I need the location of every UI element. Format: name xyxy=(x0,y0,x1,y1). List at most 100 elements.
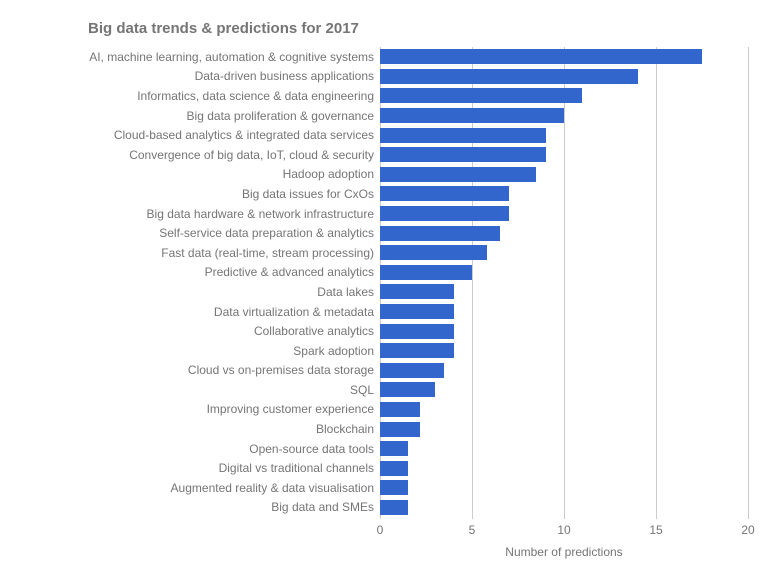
y-axis-label: Big data proliferation & governance xyxy=(18,109,380,123)
chart-row: Convergence of big data, IoT, cloud & se… xyxy=(18,145,748,165)
bar-track xyxy=(380,400,748,420)
chart-row: Cloud vs on-premises data storage xyxy=(18,361,748,381)
bar-track xyxy=(380,165,748,185)
chart-row: Big data and SMEs xyxy=(18,498,748,518)
bar xyxy=(380,245,487,260)
bar-track xyxy=(380,243,748,263)
bar xyxy=(380,461,408,476)
y-axis-label: Big data hardware & network infrastructu… xyxy=(18,207,380,221)
y-axis-label: Data lakes xyxy=(18,285,380,299)
y-axis-label: Collaborative analytics xyxy=(18,324,380,338)
y-axis-label: Data virtualization & metadata xyxy=(18,305,380,319)
bar xyxy=(380,186,509,201)
chart-row: Hadoop adoption xyxy=(18,165,748,185)
chart-row: Data lakes xyxy=(18,282,748,302)
y-axis-label: Convergence of big data, IoT, cloud & se… xyxy=(18,148,380,162)
y-axis-label: Hadoop adoption xyxy=(18,167,380,181)
bar-track xyxy=(380,361,748,381)
y-axis-label: Big data and SMEs xyxy=(18,500,380,514)
chart-row: Fast data (real-time, stream processing) xyxy=(18,243,748,263)
chart-row: Blockchain xyxy=(18,419,748,439)
x-axis-ticks: 05101520 xyxy=(380,523,748,541)
bar xyxy=(380,402,420,417)
chart-row: AI, machine learning, automation & cogni… xyxy=(18,47,748,67)
bar xyxy=(380,324,454,339)
chart-row: Augmented reality & data visualisation xyxy=(18,478,748,498)
bar-track xyxy=(380,184,748,204)
chart-row: Collaborative analytics xyxy=(18,321,748,341)
bar-track xyxy=(380,204,748,224)
bar xyxy=(380,226,500,241)
y-axis-label: Data-driven business applications xyxy=(18,69,380,83)
bar-track xyxy=(380,106,748,126)
chart-row: Informatics, data science & data enginee… xyxy=(18,86,748,106)
y-axis-label: AI, machine learning, automation & cogni… xyxy=(18,50,380,64)
x-tick-label: 15 xyxy=(649,523,662,537)
gridline xyxy=(748,47,749,519)
bar xyxy=(380,441,408,456)
y-axis-label: Fast data (real-time, stream processing) xyxy=(18,246,380,260)
bar-track xyxy=(380,67,748,87)
chart-row: Big data proliferation & governance xyxy=(18,106,748,126)
chart-title: Big data trends & predictions for 2017 xyxy=(88,20,752,37)
bar-track xyxy=(380,302,748,322)
y-axis-label: SQL xyxy=(18,383,380,397)
bar-track xyxy=(380,419,748,439)
chart-row: Improving customer experience xyxy=(18,400,748,420)
chart-row: Digital vs traditional channels xyxy=(18,458,748,478)
y-axis-label: Self-service data preparation & analytic… xyxy=(18,226,380,240)
bar-track xyxy=(380,223,748,243)
bar xyxy=(380,206,509,221)
bar xyxy=(380,69,638,84)
bar xyxy=(380,422,420,437)
chart-row: Predictive & advanced analytics xyxy=(18,263,748,283)
bar xyxy=(380,304,454,319)
y-axis-label: Spark adoption xyxy=(18,344,380,358)
bar xyxy=(380,500,408,515)
y-axis-label: Cloud-based analytics & integrated data … xyxy=(18,128,380,142)
bar xyxy=(380,49,702,64)
bar xyxy=(380,363,444,378)
bar xyxy=(380,128,546,143)
bar-track xyxy=(380,321,748,341)
bar-track xyxy=(380,263,748,283)
y-axis-label: Improving customer experience xyxy=(18,402,380,416)
bar-track xyxy=(380,478,748,498)
bar xyxy=(380,480,408,495)
chart-row: Spark adoption xyxy=(18,341,748,361)
bar-track xyxy=(380,125,748,145)
x-tick-label: 0 xyxy=(377,523,384,537)
y-axis-label: Blockchain xyxy=(18,422,380,436)
chart-row: Big data hardware & network infrastructu… xyxy=(18,204,748,224)
chart-container: Big data trends & predictions for 2017 A… xyxy=(0,0,770,577)
bar-track xyxy=(380,282,748,302)
bar xyxy=(380,382,435,397)
y-axis-label: Cloud vs on-premises data storage xyxy=(18,363,380,377)
plot-area: AI, machine learning, automation & cogni… xyxy=(18,47,748,537)
bar-track xyxy=(380,439,748,459)
y-axis-label: Predictive & advanced analytics xyxy=(18,265,380,279)
y-axis-label: Digital vs traditional channels xyxy=(18,461,380,475)
y-axis-label: Big data issues for CxOs xyxy=(18,187,380,201)
chart-row: SQL xyxy=(18,380,748,400)
bar-track xyxy=(380,380,748,400)
chart-row: Open-source data tools xyxy=(18,439,748,459)
bar-track xyxy=(380,145,748,165)
bar-track xyxy=(380,86,748,106)
chart-row: Big data issues for CxOs xyxy=(18,184,748,204)
bar xyxy=(380,265,472,280)
chart-row: Self-service data preparation & analytic… xyxy=(18,223,748,243)
x-tick-label: 10 xyxy=(557,523,570,537)
chart-row: Data-driven business applications xyxy=(18,67,748,87)
bar xyxy=(380,108,564,123)
x-tick-label: 5 xyxy=(469,523,476,537)
bar-track xyxy=(380,341,748,361)
chart-row: Cloud-based analytics & integrated data … xyxy=(18,125,748,145)
x-tick-label: 20 xyxy=(741,523,754,537)
bar xyxy=(380,88,582,103)
y-axis-label: Informatics, data science & data enginee… xyxy=(18,89,380,103)
bar-track xyxy=(380,47,748,67)
x-axis-title: Number of predictions xyxy=(380,545,748,559)
chart-row: Data virtualization & metadata xyxy=(18,302,748,322)
bar xyxy=(380,167,536,182)
